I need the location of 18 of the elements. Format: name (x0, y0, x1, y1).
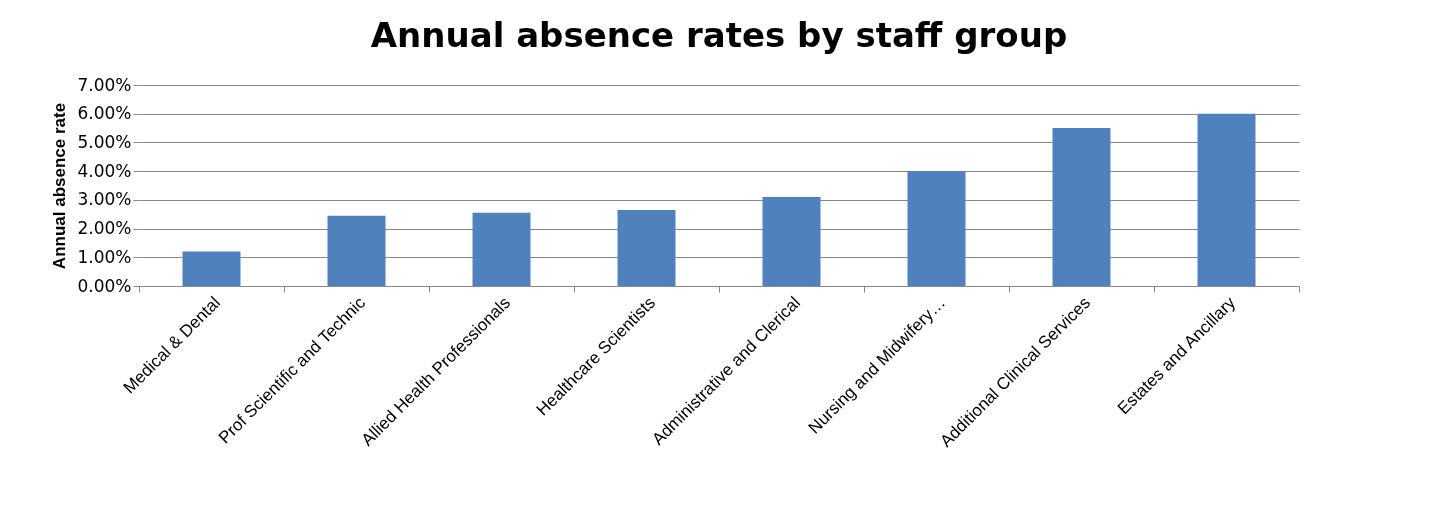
y-tick-label: 3.00% (77, 189, 132, 210)
bar (907, 171, 966, 286)
y-tick-label: 5.00% (77, 131, 132, 152)
bar (1052, 128, 1111, 286)
bar (1197, 113, 1256, 286)
bar (762, 196, 821, 286)
y-tick-label: 7.00% (77, 74, 132, 95)
y-tick-label: 4.00% (77, 160, 132, 181)
bar (182, 251, 241, 286)
bar (617, 209, 676, 286)
y-tick-label: 0.00% (77, 275, 132, 296)
chart-title: Annual absence rates by staff group (370, 15, 1068, 55)
bar (327, 215, 386, 286)
bar (472, 212, 531, 286)
y-tick-label: 2.00% (77, 218, 132, 239)
y-axis-title: Annual absence rate (50, 102, 70, 270)
y-tick-label: 1.00% (77, 246, 132, 267)
y-tick-label: 6.00% (77, 103, 132, 124)
